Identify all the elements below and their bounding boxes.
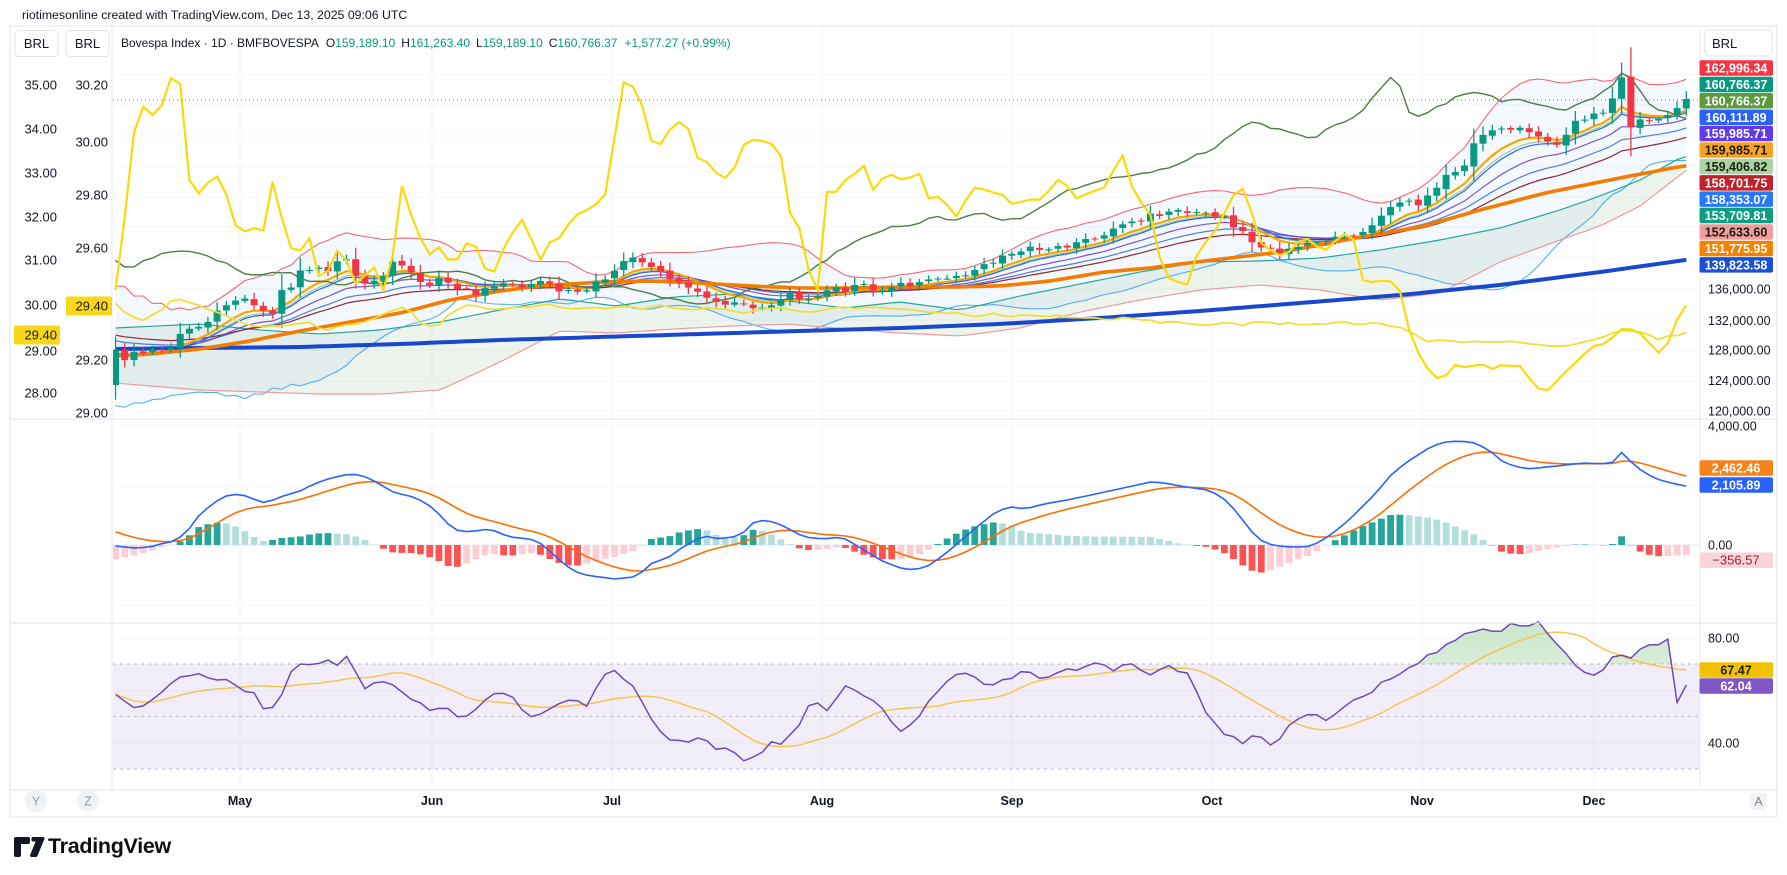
svg-text:2,105.89: 2,105.89 bbox=[1712, 479, 1761, 493]
svg-text:29.40: 29.40 bbox=[24, 328, 57, 343]
svg-text:TradingView: TradingView bbox=[48, 834, 172, 858]
svg-text:34.00: 34.00 bbox=[24, 122, 57, 137]
svg-text:A: A bbox=[1754, 795, 1762, 809]
svg-text:Jul: Jul bbox=[603, 794, 621, 808]
svg-text:Bovespa Index · 1D · BMFBOVESP: Bovespa Index · 1D · BMFBOVESPA O159,189.… bbox=[121, 36, 731, 50]
svg-text:30.00: 30.00 bbox=[75, 135, 108, 150]
svg-text:Z: Z bbox=[84, 795, 92, 809]
svg-text:BRL: BRL bbox=[1712, 36, 1737, 51]
svg-text:35.00: 35.00 bbox=[24, 78, 57, 93]
svg-text:160,766.37: 160,766.37 bbox=[1705, 78, 1768, 92]
svg-text:159,406.82: 159,406.82 bbox=[1705, 160, 1768, 174]
svg-text:158,353.07: 158,353.07 bbox=[1705, 193, 1768, 207]
svg-text:139,823.58: 139,823.58 bbox=[1705, 258, 1768, 272]
svg-text:30.20: 30.20 bbox=[75, 78, 108, 93]
svg-text:Y: Y bbox=[32, 795, 41, 809]
svg-text:29.40: 29.40 bbox=[75, 299, 108, 314]
svg-text:BRL: BRL bbox=[24, 36, 49, 51]
svg-text:162,996.34: 162,996.34 bbox=[1705, 62, 1768, 76]
svg-text:29.00: 29.00 bbox=[75, 406, 108, 421]
svg-text:Sep: Sep bbox=[1001, 794, 1024, 808]
svg-text:153,709.81: 153,709.81 bbox=[1705, 209, 1768, 223]
svg-text:May: May bbox=[228, 794, 252, 808]
svg-text:BRL: BRL bbox=[75, 36, 100, 51]
svg-text:160,766.37: 160,766.37 bbox=[1705, 94, 1768, 108]
svg-text:120,000.00: 120,000.00 bbox=[1708, 405, 1771, 419]
svg-text:128,000.00: 128,000.00 bbox=[1708, 344, 1771, 358]
svg-text:33.00: 33.00 bbox=[24, 166, 57, 181]
svg-text:31.00: 31.00 bbox=[24, 253, 57, 268]
svg-text:Dec: Dec bbox=[1583, 794, 1606, 808]
svg-text:29.00: 29.00 bbox=[24, 344, 57, 359]
svg-text:151,775.95: 151,775.95 bbox=[1705, 242, 1768, 256]
svg-text:152,633.60: 152,633.60 bbox=[1705, 226, 1768, 240]
svg-text:29.80: 29.80 bbox=[75, 188, 108, 203]
svg-text:124,000.00: 124,000.00 bbox=[1708, 374, 1771, 388]
svg-text:29.60: 29.60 bbox=[75, 241, 108, 256]
svg-text:62.04: 62.04 bbox=[1720, 680, 1751, 694]
svg-text:159,985.71: 159,985.71 bbox=[1705, 127, 1768, 141]
svg-text:4,000.00: 4,000.00 bbox=[1708, 420, 1757, 434]
svg-text:40.00: 40.00 bbox=[1708, 737, 1739, 751]
svg-text:Jun: Jun bbox=[421, 794, 443, 808]
svg-text:Oct: Oct bbox=[1202, 794, 1224, 808]
svg-text:159,985.71: 159,985.71 bbox=[1705, 144, 1768, 158]
svg-text:Aug: Aug bbox=[810, 794, 834, 808]
svg-text:32.00: 32.00 bbox=[24, 210, 57, 225]
svg-text:80.00: 80.00 bbox=[1708, 632, 1739, 646]
svg-text:riotimesonline created with Tr: riotimesonline created with TradingView.… bbox=[22, 8, 407, 22]
svg-text:Nov: Nov bbox=[1410, 794, 1434, 808]
svg-text:28.00: 28.00 bbox=[24, 386, 57, 401]
svg-text:158,701.75: 158,701.75 bbox=[1705, 176, 1768, 190]
svg-text:136,000.00: 136,000.00 bbox=[1708, 283, 1771, 297]
svg-text:2,462.46: 2,462.46 bbox=[1712, 462, 1761, 476]
svg-text:132,000.00: 132,000.00 bbox=[1708, 314, 1771, 328]
svg-text:0.00: 0.00 bbox=[1708, 539, 1732, 553]
svg-text:29.20: 29.20 bbox=[75, 353, 108, 368]
svg-text:−356.57: −356.57 bbox=[1712, 553, 1759, 568]
svg-text:30.00: 30.00 bbox=[24, 298, 57, 313]
svg-text:160,111.89: 160,111.89 bbox=[1705, 111, 1766, 125]
svg-text:67.47: 67.47 bbox=[1720, 664, 1751, 678]
